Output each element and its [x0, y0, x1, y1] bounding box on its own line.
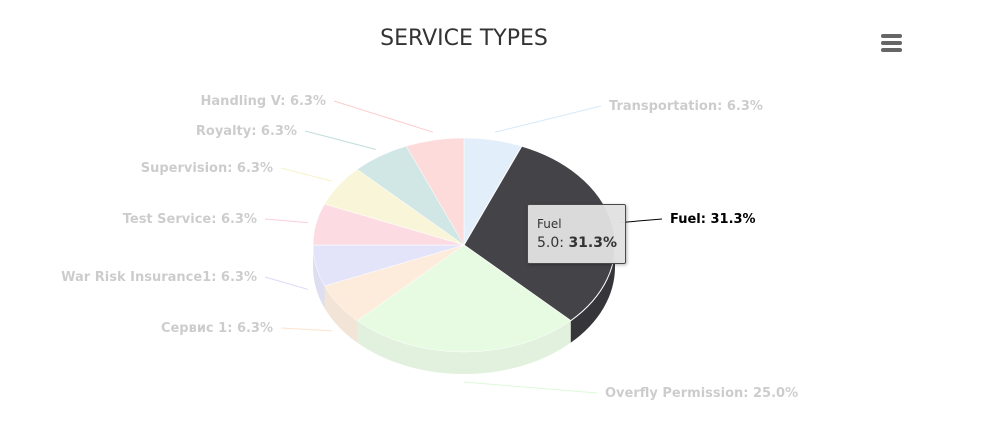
slice-label-handling-v: Handling V: 6.3%: [201, 94, 326, 109]
pie-slice-top-handling-v: [405, 137, 465, 246]
slice-label-fuel: Fuel: 31.3%: [670, 212, 756, 227]
pie-slice-side-war-risk-insurance1: [313, 245, 325, 308]
label-connector-overfly-permission: [463, 381, 598, 394]
label-connector-transportation: [494, 105, 602, 133]
pie-slice-handling-v[interactable]: [405, 137, 465, 246]
label-connector-test-service: [264, 218, 309, 224]
label-connector-сервис-1: [280, 327, 332, 332]
slice-label-transportation: Transportation: 6.3%: [609, 99, 763, 114]
chart-tooltip: Fuel 5.0: 31.3%: [527, 204, 626, 264]
label-connector-handling-v: [333, 100, 434, 133]
tooltip-percent: 31.3%: [568, 235, 618, 251]
slice-labels: Transportation: 6.3% Fuel: 31.3% Overfly P…: [61, 94, 798, 401]
slice-label-war-risk-insurance1: War Risk Insurance1: 6.3%: [61, 270, 257, 285]
pie-slice-overfly-permission[interactable]: [356, 244, 572, 374]
tooltip-series-name: Fuel: [537, 217, 562, 231]
tooltip-point-value: 5.0: [537, 235, 560, 251]
label-connector-royalty: [304, 130, 376, 150]
slice-label-supervision: Supervision: 6.3%: [141, 161, 273, 176]
chart-menu-button[interactable]: [872, 28, 912, 58]
hamburger-menu-icon-bar: [881, 41, 902, 45]
tooltip-value: 5.0: 31.3%: [537, 235, 618, 251]
chart-title: SERVICE TYPES: [380, 26, 548, 51]
pie-slice-side-fuel: [570, 245, 615, 343]
pie-slice-top-overfly-permission: [356, 244, 572, 353]
pie-slice-side-сервис-1: [324, 285, 358, 343]
slice-label-сервис-1: Сервис 1: 6.3%: [161, 321, 273, 336]
slice-label-overfly-permission: Overfly Permission: 25.0%: [605, 386, 798, 401]
hamburger-menu-icon: [881, 34, 902, 38]
label-connector-war-risk-insurance1: [264, 276, 309, 290]
label-connector-supervision: [280, 167, 332, 182]
pie-slice-side-overfly-permission: [357, 320, 571, 374]
slice-label-royalty: Royalty: 6.3%: [196, 124, 297, 139]
slice-label-test-service: Test Service: 6.3%: [123, 212, 257, 227]
label-connector-fuel: [619, 218, 663, 224]
hamburger-menu-icon-bar: [881, 48, 902, 52]
label-connectors: [264, 100, 663, 394]
